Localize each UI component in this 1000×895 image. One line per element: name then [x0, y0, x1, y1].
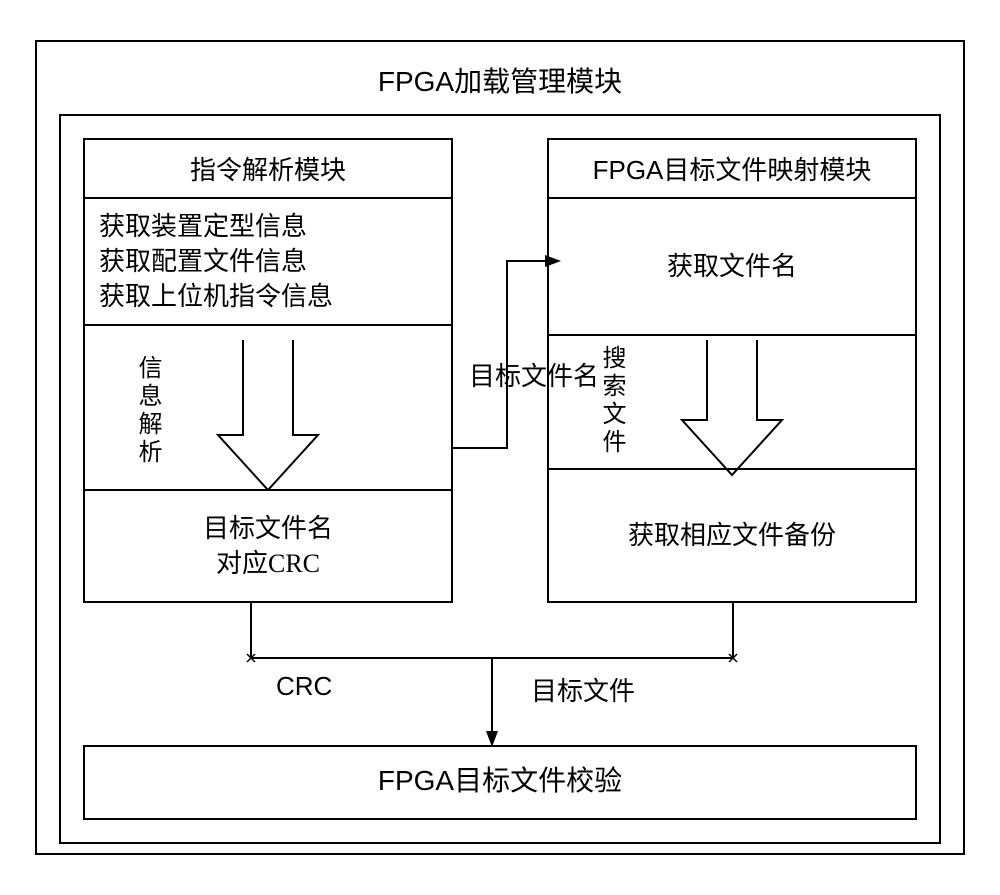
left-result-line-2: 对应CRC	[85, 546, 451, 581]
right-down-arrow-icon	[672, 340, 792, 480]
left-module-result: 目标文件名 对应CRC	[85, 489, 451, 601]
middle-connector-arrow-icon	[453, 251, 561, 451]
inner-frame: 指令解析模块 获取装置定型信息 获取配置文件信息 获取上位机指令信息 信息解析 …	[59, 114, 941, 844]
right-module: FPGA目标文件映射模块 获取文件名 搜索文件 获取相应文件备份	[547, 138, 917, 603]
right-module-content: 获取文件名	[549, 199, 915, 336]
target-file-label: 目标文件	[531, 671, 635, 708]
right-title-suffix: 目标文件映射模块	[663, 156, 871, 185]
right-module-result: 获取相应文件备份	[549, 468, 915, 601]
left-module-title: 指令解析模块	[85, 140, 451, 199]
right-title-prefix: FPGA	[593, 155, 664, 185]
crc-label: CRC	[276, 671, 332, 702]
right-module-title: FPGA目标文件映射模块	[549, 140, 915, 199]
outer-title-suffix: 加载管理模块	[454, 67, 622, 98]
bottom-box-suffix: 目标文件校验	[454, 766, 622, 797]
left-content-line-3: 获取上位机指令信息	[99, 279, 437, 314]
left-down-arrow-icon	[208, 340, 328, 495]
right-arrow-label: 搜索文件	[594, 345, 629, 457]
left-arrow-label: 信息解析	[130, 355, 165, 467]
left-content-line-1: 获取装置定型信息	[99, 209, 437, 244]
left-result-line-1: 目标文件名	[85, 511, 451, 546]
outer-title-prefix: FPGA	[378, 66, 454, 97]
outer-title: FPGA加载管理模块	[37, 42, 963, 114]
left-module-content: 获取装置定型信息 获取配置文件信息 获取上位机指令信息	[85, 199, 451, 326]
bottom-box-prefix: FPGA	[378, 765, 454, 796]
left-content-line-2: 获取配置文件信息	[99, 244, 437, 279]
bottom-box: FPGA目标文件校验	[83, 745, 917, 820]
middle-connector-label: 目标文件名	[469, 356, 599, 393]
left-module: 指令解析模块 获取装置定型信息 获取配置文件信息 获取上位机指令信息 信息解析 …	[83, 138, 453, 603]
bottom-connector-icon	[61, 603, 931, 751]
outer-container: FPGA加载管理模块 指令解析模块 获取装置定型信息 获取配置文件信息 获取上位…	[35, 40, 965, 855]
